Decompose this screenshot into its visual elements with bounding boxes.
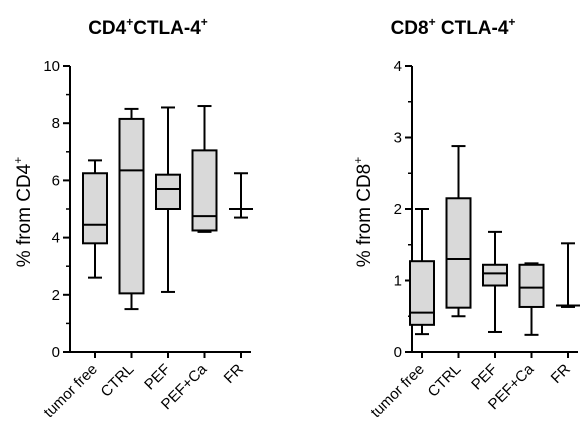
cd8-y-axis-label: % from CD8+ [351, 157, 375, 267]
cd4-y-tick-label: 8 [52, 115, 60, 132]
box-iqr [82, 172, 108, 245]
cd8-y-tick-label: 1 [394, 273, 402, 290]
cd4-y-axis-label: % from CD4+ [11, 157, 35, 267]
cd8-category-label: FR [548, 361, 574, 387]
cd8-category-label: CTRL [425, 361, 465, 401]
cd4-box-2 [155, 106, 181, 293]
cd4-box-0 [82, 159, 108, 279]
cd4-category-label: FR [221, 361, 247, 387]
cd4-y-tick-label: 6 [52, 172, 60, 189]
box-iqr [191, 149, 218, 232]
cd8-title: CD8+ CTLA-4+ [391, 15, 516, 39]
cd4-y-tick-label: 2 [52, 287, 60, 304]
cd4-y-tick-label: 4 [52, 230, 60, 247]
cd4-box-1 [118, 107, 145, 311]
cd8-box-1 [445, 145, 472, 318]
box-iqr [482, 263, 508, 287]
cd4-y-tick-label: 0 [52, 344, 60, 361]
cd8-y-tick-label: 4 [394, 58, 402, 75]
cd4-category-label: CTRL [98, 361, 138, 401]
cd4-category-label: tumor free [40, 361, 100, 421]
cd4-box-4 [229, 172, 253, 219]
cd4-category-label: PEF [141, 361, 174, 394]
cd4-y-tick-label: 10 [43, 58, 60, 75]
cd4-title: CD4+CTLA-4+ [88, 15, 208, 39]
cd8-box-4 [556, 242, 580, 308]
cd8-category-label: PEF [468, 361, 501, 394]
cd8-category-label: tumor free [367, 361, 427, 421]
cd8-y-tick-label: 2 [394, 201, 402, 218]
cd8-boxes [409, 145, 580, 336]
box-iqr [518, 263, 545, 308]
cd8-box-3 [518, 262, 545, 336]
box-iqr [445, 197, 472, 309]
cd4-panel: CD4+CTLA-4+ % from CD4+ 0 2 4 6 8 10 tumor fre… [11, 15, 253, 421]
cd4-boxes [82, 105, 253, 311]
cd8-box-2 [482, 230, 508, 333]
cd4-box-3 [191, 105, 218, 233]
cd8-y-tick-label: 3 [394, 130, 402, 147]
box-iqr [118, 117, 145, 295]
box-iqr [155, 173, 181, 210]
cd8-box-0 [409, 208, 435, 336]
cd8-panel: CD8+ CTLA-4+ % from CD8+ 0 1 2 3 4 tumor free… [351, 15, 580, 421]
box-iqr [409, 260, 435, 326]
cd8-y-tick-label: 0 [394, 344, 402, 361]
